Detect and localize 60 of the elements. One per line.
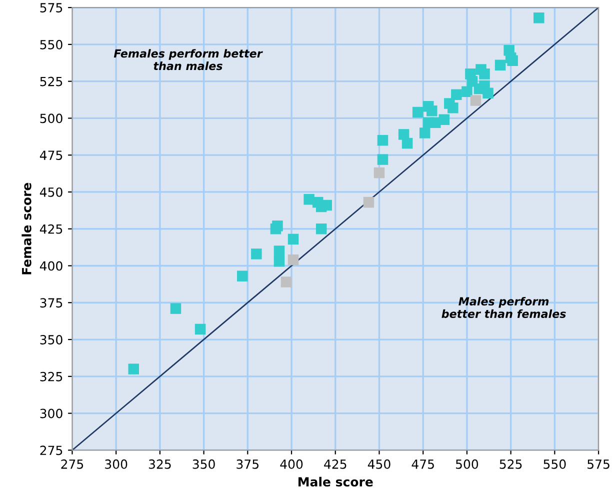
- y-tick-label: 350: [40, 334, 62, 344]
- x-tick-label: 375: [236, 459, 258, 469]
- x-tick-label: 500: [456, 459, 478, 469]
- point: [438, 114, 450, 126]
- point: [462, 86, 472, 98]
- x-tick-label: 275: [61, 459, 84, 469]
- y-tick-label: 275: [40, 446, 62, 456]
- y-tick-label: 300: [40, 408, 62, 418]
- point: [288, 234, 299, 245]
- y-tick-label: 575: [40, 3, 62, 12]
- point: [128, 364, 139, 374]
- y-tick-label: 525: [40, 76, 62, 86]
- point: [363, 196, 374, 208]
- annotation: Males perform better than females: [442, 296, 566, 318]
- point: [288, 254, 299, 266]
- y-tick-label: 450: [40, 187, 62, 197]
- x-tick-label: 400: [280, 459, 303, 469]
- point: [507, 55, 518, 66]
- y-tick-label: 425: [40, 224, 62, 234]
- y-tick-label: 500: [40, 114, 62, 124]
- x-tick-label: 300: [105, 459, 128, 469]
- point: [251, 248, 262, 260]
- point: [316, 223, 327, 234]
- point: [280, 276, 292, 288]
- point: [170, 303, 182, 314]
- x-tick-label: 525: [500, 459, 522, 469]
- y-tick-label: 550: [40, 40, 62, 50]
- point: [494, 60, 506, 70]
- point: [377, 154, 388, 165]
- y-tick-label: 475: [40, 150, 62, 160]
- x-tick-label: 350: [192, 459, 215, 469]
- point: [470, 95, 482, 106]
- x-tick-label: 575: [588, 460, 610, 469]
- y-tick-label: 375: [40, 298, 62, 308]
- point: [451, 89, 462, 100]
- y-tick-label: 400: [40, 261, 62, 271]
- x-tick-label: 450: [368, 459, 390, 469]
- point: [377, 134, 388, 146]
- point: [534, 12, 544, 24]
- point: [448, 102, 458, 114]
- point: [274, 246, 285, 256]
- point: [419, 128, 430, 138]
- annotation: Females perform better than males: [114, 49, 263, 70]
- point: [426, 105, 438, 116]
- point: [194, 324, 206, 335]
- point: [274, 256, 285, 267]
- x-axis-title: Male score: [298, 476, 373, 487]
- point: [402, 138, 413, 149]
- x-tick-label: 425: [324, 459, 346, 469]
- point: [482, 88, 494, 98]
- point: [374, 167, 385, 178]
- y-axis-title: Female score: [22, 182, 32, 274]
- point: [412, 106, 424, 118]
- point: [237, 270, 248, 282]
- y-tick-label: 325: [40, 372, 62, 382]
- point: [270, 223, 282, 234]
- point: [479, 68, 490, 80]
- x-tick-label: 550: [544, 459, 566, 469]
- x-tick-label: 325: [148, 459, 171, 469]
- x-tick-label: 475: [412, 460, 434, 469]
